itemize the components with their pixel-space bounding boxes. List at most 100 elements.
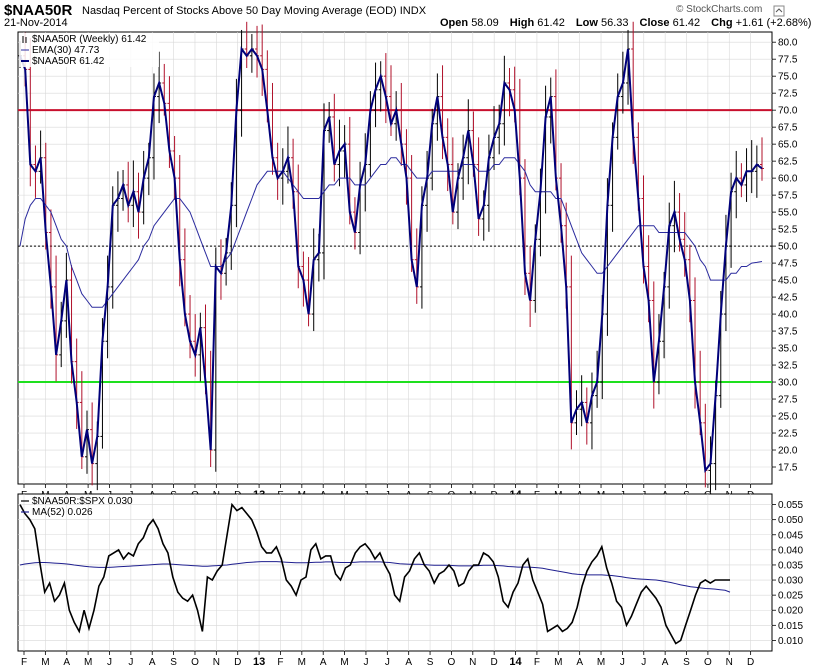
ratio-y-tick-label: 0.055 (778, 500, 803, 511)
ema-line (19, 157, 763, 308)
ratio-x-tick-label: F (534, 657, 540, 668)
main-legend-entry: $NAA50R 61.42 (32, 56, 105, 67)
ratio-x-tick-label: J (363, 657, 368, 668)
ohlc-readout: Open 58.09 High 61.42 Low 56.33 Close 61… (440, 17, 819, 29)
main-y-tick-label: 52.5 (778, 225, 798, 236)
high-label: High (509, 17, 535, 29)
high-value: 61.42 (537, 17, 565, 29)
ratio-x-tick-label: D (747, 657, 754, 668)
ratio-x-tick-label: M (340, 657, 348, 668)
low-label: Low (575, 17, 598, 29)
ratio-x-tick-label: S (683, 657, 690, 668)
ratio-y-tick-label: 0.040 (778, 545, 803, 556)
ratio-y-tick-label: 0.010 (778, 636, 803, 647)
chart-symbol: $NAA50R (4, 2, 73, 19)
main-y-tick-label: 45.0 (778, 276, 798, 287)
main-y-tick-label: 75.0 (778, 72, 798, 83)
exchange-text: INDX (399, 5, 427, 17)
main-y-tick-label: 65.0 (778, 140, 798, 151)
main-y-tick-label: 32.5 (778, 361, 798, 372)
main-y-tick-label: 80.0 (778, 38, 798, 49)
description-text: Nasdaq Percent of Stocks Above 50 Day Mo… (82, 5, 397, 17)
ratio-plot-area (17, 493, 773, 652)
ratio-x-tick-label: N (726, 657, 733, 668)
main-legend-bg (19, 33, 159, 67)
main-y-tick-label: 42.5 (778, 293, 798, 304)
ratio-x-tick-label: O (704, 657, 712, 668)
main-legend-entry: $NAA50R (Weekly) 61.42 (32, 34, 147, 45)
ratio-x-tick-label: M (597, 657, 605, 668)
ratio-x-tick-label: J (385, 657, 390, 668)
main-y-tick-label: 35.0 (778, 344, 798, 355)
ratio-x-tick-label: 14 (509, 656, 522, 668)
ratio-x-tick-label: D (234, 657, 241, 668)
ratio-x-tick-label: M (41, 657, 49, 668)
main-y-tick-label: 50.0 (778, 242, 798, 253)
main-legend-entry: EMA(30) 47.73 (32, 45, 100, 56)
ratio-x-tick-label: O (191, 657, 199, 668)
ratio-y-tick-label: 0.015 (778, 621, 803, 632)
main-y-tick-label: 57.5 (778, 191, 798, 202)
ratio-x-tick-label: A (405, 657, 412, 668)
open-value: 58.09 (471, 17, 499, 29)
main-y-tick-label: 22.5 (778, 429, 798, 440)
ratio-y-tick-label: 0.025 (778, 591, 803, 602)
ratio-x-tick-label: O (448, 657, 456, 668)
panel-settings-icon (773, 5, 785, 17)
ratio-x-tick-label: N (469, 657, 476, 668)
ratio-x-tick-label: J (641, 657, 646, 668)
main-y-tick-label: 47.5 (778, 259, 798, 270)
ratio-y-tick-label: 0.030 (778, 576, 803, 587)
ratio-legend-entry: $NAA50R:$SPX 0.030 (32, 496, 133, 507)
ratio-x-tick-label: F (21, 657, 27, 668)
main-y-tick-label: 37.5 (778, 327, 798, 338)
ratio-x-tick-label: A (576, 657, 583, 668)
main-y-tick-label: 62.5 (778, 157, 798, 168)
ratio-x-tick-label: M (84, 657, 92, 668)
chart-date: 21-Nov-2014 (4, 17, 68, 29)
main-y-tick-label: 30.0 (778, 378, 798, 389)
price-line (19, 46, 763, 473)
main-y-tick-label: 40.0 (778, 310, 798, 321)
ratio-x-tick-label: N (213, 657, 220, 668)
ratio-x-tick-label: J (128, 657, 133, 668)
main-y-tick-label: 17.5 (778, 463, 798, 474)
ratio-y-tick-label: 0.045 (778, 530, 803, 541)
ratio-line (19, 502, 730, 645)
chart-description: Nasdaq Percent of Stocks Above 50 Day Mo… (82, 5, 426, 17)
ratio-x-tick-label: A (63, 657, 70, 668)
ratio-legend-entry: MA(52) 0.026 (32, 507, 93, 518)
close-value: 61.42 (672, 17, 701, 29)
ratio-x-tick-label: 13 (253, 656, 265, 668)
chevron-up-icon (775, 8, 783, 13)
chg-value: +1.61 (+2.68%) (735, 17, 812, 29)
main-y-tick-label: 77.5 (778, 55, 798, 66)
ratio-x-tick-label: A (149, 657, 156, 668)
main-y-tick-label: 20.0 (778, 446, 798, 457)
chg-label: Chg (711, 17, 733, 29)
ratio-x-tick-label: M (298, 657, 306, 668)
main-plot-area (17, 31, 773, 485)
ratio-x-tick-label: J (107, 657, 112, 668)
ratio-x-tick-label: M (554, 657, 562, 668)
ratio-y-tick-label: 0.020 (778, 606, 803, 617)
close-label: Close (639, 17, 670, 29)
ratio-x-tick-label: D (491, 657, 498, 668)
ratio-x-tick-label: S (170, 657, 177, 668)
low-value: 56.33 (600, 17, 629, 29)
ratio-ma-line (19, 561, 731, 593)
copyright-text: © StockCharts.com (676, 4, 763, 15)
main-y-tick-label: 27.5 (778, 395, 798, 406)
ratio-x-tick-label: F (277, 657, 283, 668)
main-y-tick-label: 60.0 (778, 174, 798, 185)
main-y-tick-label: 55.0 (778, 208, 798, 219)
ratio-x-tick-label: S (427, 657, 434, 668)
ratio-x-tick-label: J (620, 657, 625, 668)
ratio-y-tick-label: 0.050 (778, 515, 803, 526)
main-y-tick-label: 72.5 (778, 89, 798, 100)
main-y-tick-label: 67.5 (778, 123, 798, 134)
ratio-x-tick-label: A (320, 657, 327, 668)
ratio-y-tick-label: 0.035 (778, 560, 803, 571)
main-y-tick-label: 25.0 (778, 412, 798, 423)
